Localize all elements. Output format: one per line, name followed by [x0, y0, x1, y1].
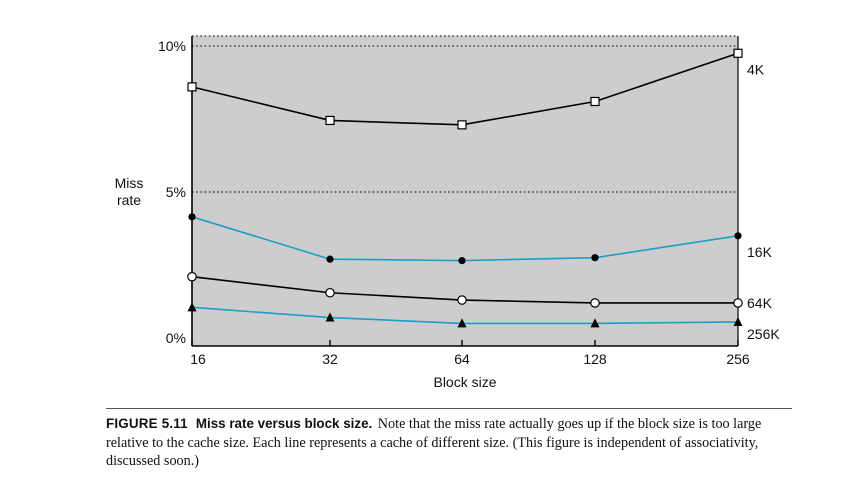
marker-64k-256	[733, 298, 743, 308]
series-label-16k: 16K	[747, 244, 773, 260]
plot-area	[192, 36, 738, 346]
x-tick-label-16: 16	[190, 351, 206, 367]
marker-16k-16	[188, 213, 196, 221]
marker-16k-128	[591, 254, 599, 262]
x-tick-label-64: 64	[454, 351, 470, 367]
caption-label: FIGURE 5.11	[106, 416, 188, 431]
x-tick-label-128: 128	[583, 351, 607, 367]
gridlines	[192, 35, 738, 193]
marker-16k-64	[458, 257, 466, 265]
marker-256k-32	[325, 312, 335, 322]
caption-title: Miss rate versus block size.	[195, 416, 373, 431]
caption-text: Note that the miss rate actually goes up…	[106, 416, 762, 470]
marker-256k-16	[187, 302, 197, 312]
y-tick-label-10: 10%	[158, 38, 186, 54]
marker-256k-128	[590, 318, 600, 328]
marker-64k-64	[457, 295, 467, 305]
marker-64k-16	[187, 271, 197, 282]
y-axis-title-line-2: rate	[117, 192, 141, 208]
marker-4k-256	[733, 48, 743, 58]
marker-4k-64	[457, 120, 467, 130]
figure-caption: FIGURE 5.11 Miss rate versus block size. …	[106, 408, 792, 471]
marker-64k-128	[590, 298, 600, 308]
marker-4k-128	[590, 96, 600, 107]
x-axis-title: Block size	[433, 374, 496, 390]
marker-16k-32	[326, 255, 334, 263]
marker-4k-16	[187, 82, 197, 92]
marker-64k-32	[325, 287, 335, 298]
series-group	[187, 48, 743, 328]
x-tick-label-256: 256	[726, 351, 750, 367]
y-axis-title-line-1: Miss	[115, 175, 144, 191]
marker-256k-256	[733, 316, 743, 326]
x-tick-label-32: 32	[322, 351, 338, 367]
marker-256k-64	[457, 318, 467, 328]
y-tick-label-0: 0%	[166, 330, 186, 346]
series-label-256k: 256K	[747, 326, 780, 342]
series-label-64k: 64K	[747, 295, 773, 311]
y-tick-label-5: 5%	[166, 184, 186, 200]
marker-4k-32	[325, 115, 335, 126]
series-label-4k: 4K	[747, 61, 765, 77]
marker-16k-256	[734, 232, 742, 240]
